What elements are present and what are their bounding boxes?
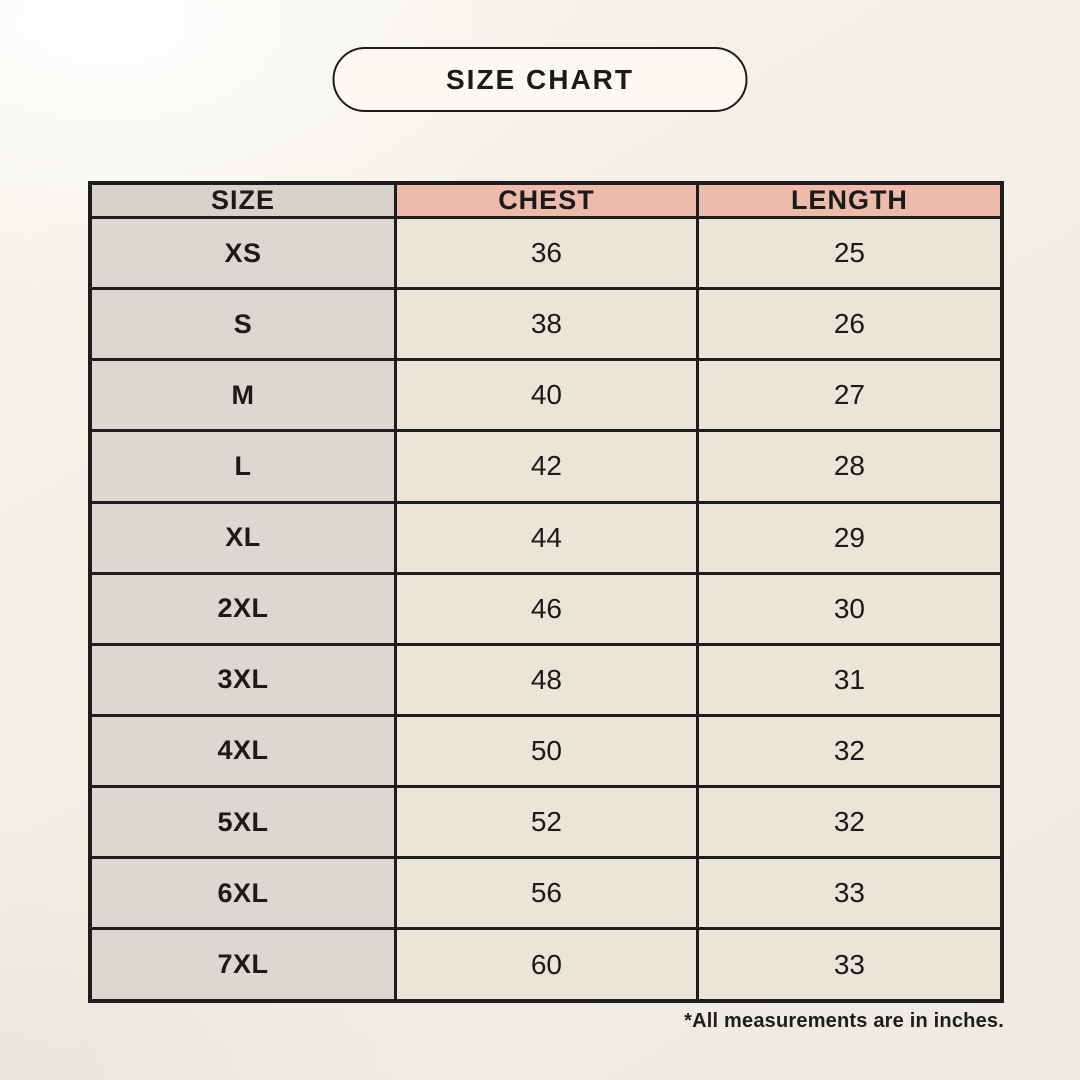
length-value-cell: 30	[695, 571, 1004, 646]
size-label-cell: 4XL	[88, 713, 398, 789]
length-value-cell: 32	[695, 784, 1004, 860]
column-header-size: SIZE	[88, 181, 398, 219]
table-row: XS 36 25	[88, 215, 1004, 291]
table-body: XS 36 25 S 38 26 M 40 27 L 42 28 XL 44 29 2XL 46 30 3XL 48 3…	[88, 215, 1004, 1003]
chest-value-cell: 46	[394, 571, 699, 646]
length-value-cell: 25	[695, 215, 1004, 291]
table-row: 2XL 46 30	[88, 571, 1004, 646]
chest-value-cell: 42	[394, 429, 699, 504]
chest-value-cell: 38	[394, 287, 699, 362]
length-value-cell: 27	[695, 358, 1004, 433]
table-row: 4XL 50 32	[88, 713, 1004, 789]
size-label-cell: 3XL	[88, 642, 398, 717]
length-value-cell: 28	[695, 429, 1004, 504]
column-header-chest: CHEST	[394, 181, 699, 219]
measurements-footnote: *All measurements are in inches.	[684, 1010, 1004, 1032]
chest-value-cell: 44	[394, 500, 699, 575]
length-value-cell: 32	[695, 713, 1004, 789]
table-row: M 40 27	[88, 358, 1004, 433]
size-label-cell: 5XL	[88, 784, 398, 860]
size-label-cell: 7XL	[88, 927, 398, 1003]
chest-value-cell: 36	[394, 215, 699, 291]
table-row: 5XL 52 32	[88, 784, 1004, 860]
size-label-cell: S	[88, 287, 398, 362]
size-chart-table: SIZE CHEST LENGTH XS 36 25 S 38 26 M 40 27 L 42 28 X…	[88, 181, 1004, 1003]
size-label-cell: L	[88, 429, 398, 504]
chest-value-cell: 52	[394, 784, 699, 860]
size-label-cell: M	[88, 358, 398, 433]
column-header-length: LENGTH	[695, 181, 1004, 219]
table-row: S 38 26	[88, 287, 1004, 362]
table-row: XL 44 29	[88, 500, 1004, 575]
length-value-cell: 26	[695, 287, 1004, 362]
table-row: 6XL 56 33	[88, 856, 1004, 931]
length-value-cell: 33	[695, 856, 1004, 931]
size-chart-title-badge: SIZE CHART	[332, 47, 748, 112]
length-value-cell: 31	[695, 642, 1004, 717]
table-row: 3XL 48 31	[88, 642, 1004, 717]
chest-value-cell: 48	[394, 642, 699, 717]
chest-value-cell: 56	[394, 856, 699, 931]
table-row: 7XL 60 33	[88, 927, 1004, 1003]
size-label-cell: 2XL	[88, 571, 398, 646]
chest-value-cell: 60	[394, 927, 699, 1003]
table-row: L 42 28	[88, 429, 1004, 504]
table-header-row: SIZE CHEST LENGTH	[88, 181, 1004, 219]
size-label-cell: XS	[88, 215, 398, 291]
chest-value-cell: 50	[394, 713, 699, 789]
size-label-cell: 6XL	[88, 856, 398, 931]
chest-value-cell: 40	[394, 358, 699, 433]
size-label-cell: XL	[88, 500, 398, 575]
length-value-cell: 33	[695, 927, 1004, 1003]
length-value-cell: 29	[695, 500, 1004, 575]
size-chart-title-label: SIZE CHART	[446, 63, 634, 95]
